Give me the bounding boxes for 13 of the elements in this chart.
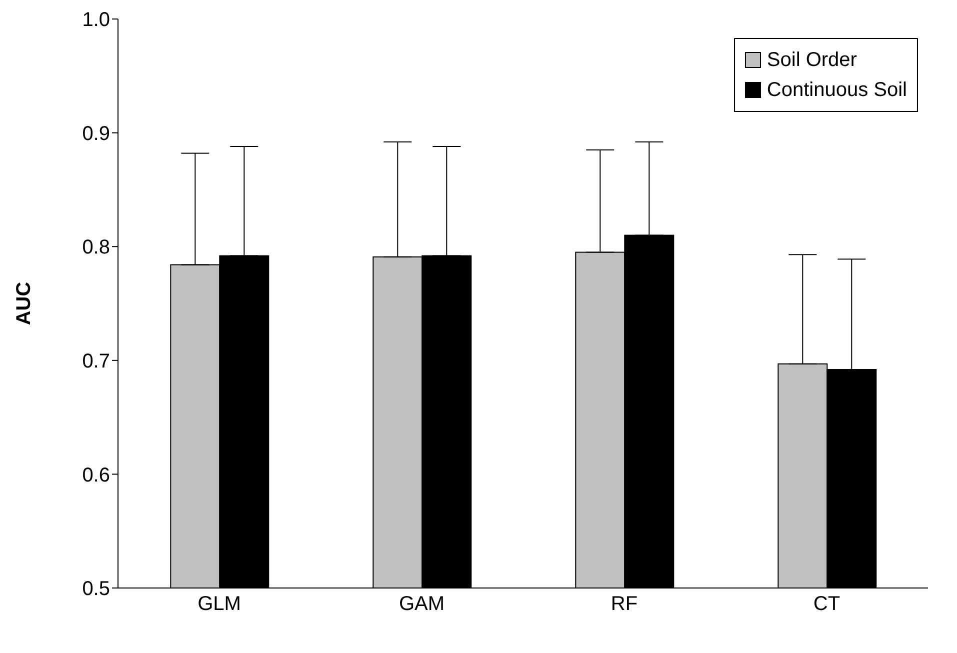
y-tick-label: 0.9 bbox=[82, 122, 110, 145]
legend-label: Soil Order bbox=[766, 48, 857, 73]
y-axis-title: AUC bbox=[13, 282, 36, 326]
y-tick-label: 1.0 bbox=[82, 9, 110, 32]
x-tick-label: CT bbox=[813, 593, 840, 616]
y-tick-label: 0.6 bbox=[82, 464, 110, 486]
x-tick-label: GAM bbox=[398, 593, 445, 616]
x-tick-label: GLM bbox=[198, 593, 241, 616]
y-tick-label: 0.5 bbox=[82, 578, 110, 600]
legend-label: Continuous Soil bbox=[766, 78, 907, 103]
y-tick-label: 0.8 bbox=[82, 236, 110, 259]
y-tick-label: 0.7 bbox=[82, 350, 110, 372]
x-tick-label: RF bbox=[610, 593, 638, 616]
